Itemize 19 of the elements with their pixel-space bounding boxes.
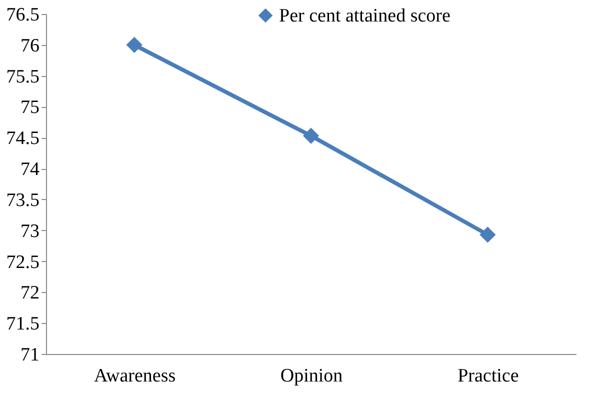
y-tick-label: 74.5 [6, 128, 40, 150]
y-tick-label: 74 [20, 159, 40, 180]
y-tick-label: 72.5 [6, 252, 40, 273]
y-tick-label: 71 [20, 344, 40, 366]
y-tick-label: 72 [20, 282, 40, 304]
y-tick-label: 76 [20, 35, 40, 56]
y-tick-label: 73 [20, 220, 40, 242]
legend-label: Per cent attained score [279, 6, 450, 26]
y-tick-label: 76.5 [6, 4, 40, 26]
y-tick-label: 75 [20, 97, 40, 118]
point [126, 36, 142, 53]
x-tick-label: Awareness [94, 366, 176, 386]
y-tick-label: 75.5 [6, 66, 40, 88]
x-tick-label: Practice [458, 366, 519, 386]
y-tick-label: 71.5 [6, 314, 40, 335]
y-tick-label: 73.5 [6, 190, 40, 211]
point [480, 226, 496, 243]
x-tick-label: Opinion [280, 366, 344, 386]
point [302, 128, 320, 144]
